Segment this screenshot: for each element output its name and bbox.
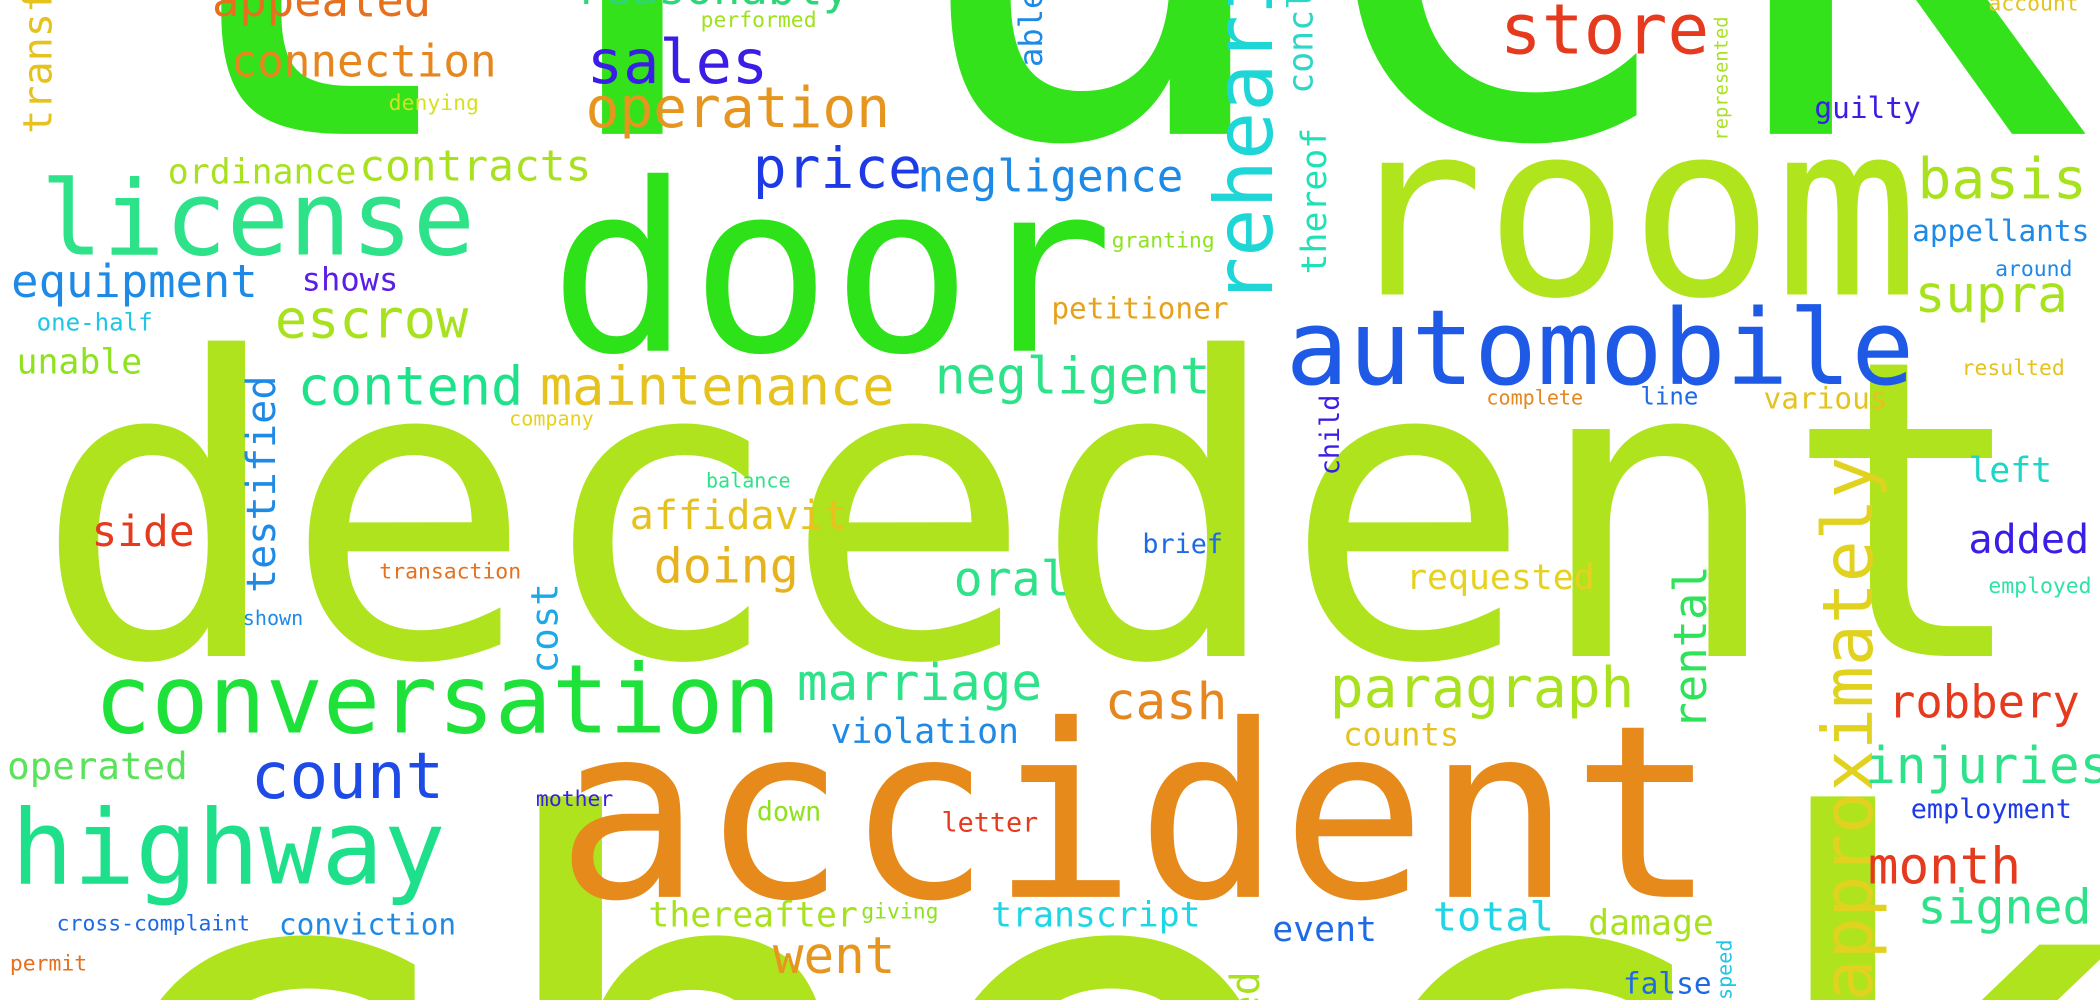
word: price bbox=[753, 136, 922, 201]
word: requested bbox=[1406, 558, 1595, 598]
word: escrow bbox=[275, 287, 469, 350]
word: giving bbox=[861, 899, 938, 924]
word: thereafter bbox=[648, 895, 857, 935]
word: equipment bbox=[11, 255, 258, 308]
word: able bbox=[1012, 0, 1050, 67]
word: added bbox=[1968, 517, 2089, 563]
word: ordinance bbox=[168, 152, 357, 192]
word: cross-complaint bbox=[57, 911, 250, 936]
word: rehearing bbox=[1197, 0, 1291, 305]
word: conversation bbox=[94, 645, 781, 755]
word: employed bbox=[1988, 574, 2091, 599]
word: speed bbox=[1712, 940, 1736, 1000]
word: unable bbox=[17, 342, 143, 382]
word: violation bbox=[830, 712, 1019, 752]
word: permit bbox=[10, 952, 87, 977]
word: license bbox=[41, 159, 475, 279]
word: door bbox=[549, 135, 1113, 407]
word: signed bbox=[1917, 880, 2091, 936]
word: went bbox=[773, 926, 895, 985]
word: reasonably bbox=[576, 0, 850, 15]
word: conclusion bbox=[1281, 0, 1321, 94]
word: left bbox=[1968, 451, 2052, 491]
word: paragraph bbox=[1330, 656, 1635, 721]
word: negligence bbox=[917, 151, 1183, 202]
word: count bbox=[251, 739, 444, 814]
word: shows bbox=[302, 260, 399, 298]
word: rental bbox=[1664, 565, 1717, 729]
word: check bbox=[54, 680, 2100, 1000]
word: doing bbox=[654, 538, 799, 594]
word: cash bbox=[1105, 672, 1227, 731]
word: room bbox=[1339, 71, 1919, 352]
word: child bbox=[1315, 395, 1346, 476]
word: supra bbox=[1915, 265, 2068, 324]
word: cost bbox=[522, 583, 566, 673]
word: transfer bbox=[15, 0, 61, 134]
word: store bbox=[1500, 0, 1710, 71]
word: shown bbox=[243, 606, 303, 630]
word: testified bbox=[239, 375, 285, 593]
word: complete bbox=[1486, 385, 1583, 409]
word: injuries bbox=[1865, 736, 2100, 795]
word: side bbox=[91, 507, 194, 557]
word: affidavit bbox=[630, 493, 848, 539]
word: one-half bbox=[37, 309, 153, 337]
word: conviction bbox=[279, 907, 456, 941]
word: appellants bbox=[1912, 214, 2089, 248]
word: performed bbox=[701, 8, 817, 33]
word: basis bbox=[1917, 147, 2086, 212]
word: event bbox=[1272, 910, 1377, 950]
word: marriage bbox=[797, 653, 1042, 712]
word: approximately bbox=[1808, 457, 1889, 1000]
word: month bbox=[1868, 837, 2021, 896]
word: company bbox=[509, 407, 594, 431]
word: operation bbox=[585, 76, 890, 141]
word: connection bbox=[231, 36, 497, 87]
word: letter bbox=[942, 807, 1039, 838]
word: maintenance bbox=[540, 354, 895, 417]
word: contend bbox=[298, 354, 524, 417]
word: highway bbox=[11, 789, 445, 909]
word: transaction bbox=[379, 559, 521, 584]
word: total bbox=[1433, 894, 1554, 940]
word: accident bbox=[556, 673, 1717, 954]
word: oral bbox=[954, 552, 1070, 608]
word: decedent bbox=[34, 271, 2033, 754]
word: robbery bbox=[1888, 676, 2080, 729]
word: operated bbox=[7, 744, 187, 788]
word: appealed bbox=[212, 0, 431, 27]
word: represented bbox=[1711, 16, 1732, 140]
word: granting bbox=[1112, 229, 1215, 254]
word: guilty bbox=[1814, 91, 1920, 125]
word: various bbox=[1764, 381, 1888, 415]
word: produced bbox=[1223, 971, 1269, 1000]
word: false bbox=[1623, 966, 1712, 1000]
word: denying bbox=[389, 91, 479, 116]
word: around bbox=[1995, 257, 2072, 282]
word: transcript bbox=[991, 895, 1200, 935]
word: truck bbox=[81, 0, 2096, 292]
word: employment bbox=[1911, 794, 2072, 825]
word: sales bbox=[587, 28, 768, 98]
word: brief bbox=[1142, 529, 1223, 560]
word: contracts bbox=[359, 142, 591, 192]
word: petitioner bbox=[1051, 292, 1228, 326]
word: line bbox=[1640, 382, 1698, 410]
word: counts bbox=[1343, 716, 1459, 754]
word: negligent bbox=[935, 347, 1211, 406]
word: damage bbox=[1588, 903, 1714, 943]
word: balance bbox=[706, 468, 791, 492]
word: thereof bbox=[1295, 128, 1335, 275]
word: down bbox=[757, 797, 821, 828]
word: mother bbox=[536, 787, 613, 812]
word: account bbox=[1988, 0, 2078, 17]
word: resulted bbox=[1962, 356, 2065, 381]
word: automobile bbox=[1286, 287, 1915, 409]
